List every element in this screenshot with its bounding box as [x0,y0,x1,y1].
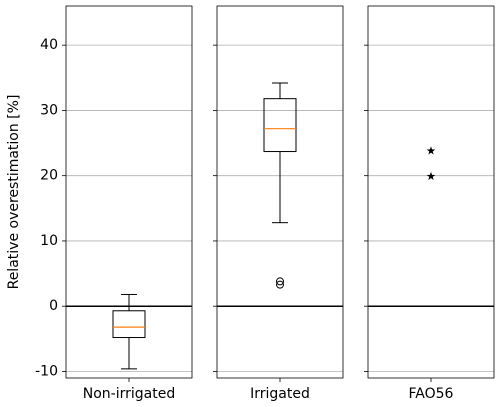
y-tick-label: -10 [35,363,58,379]
point [426,171,436,180]
box [112,310,146,339]
point [426,146,436,155]
y-tick-label: 30 [40,102,58,118]
x-tick-label: FAO56 [409,386,454,402]
y-tick-label: 0 [49,298,58,314]
axes-frame [367,5,495,379]
y-axis-label: Relative overestimation [%] [6,95,22,290]
outlier [276,280,284,289]
y-tick-label: 40 [40,37,58,53]
y-tick-label: 10 [40,233,58,249]
axes-frame [216,5,344,379]
outlier [276,277,284,286]
x-tick-label: Irrigated [250,386,310,402]
axes-frame [65,5,193,379]
box [263,98,297,153]
x-tick-label: Non-irrigated [83,386,175,402]
y-tick-label: 20 [40,168,58,184]
